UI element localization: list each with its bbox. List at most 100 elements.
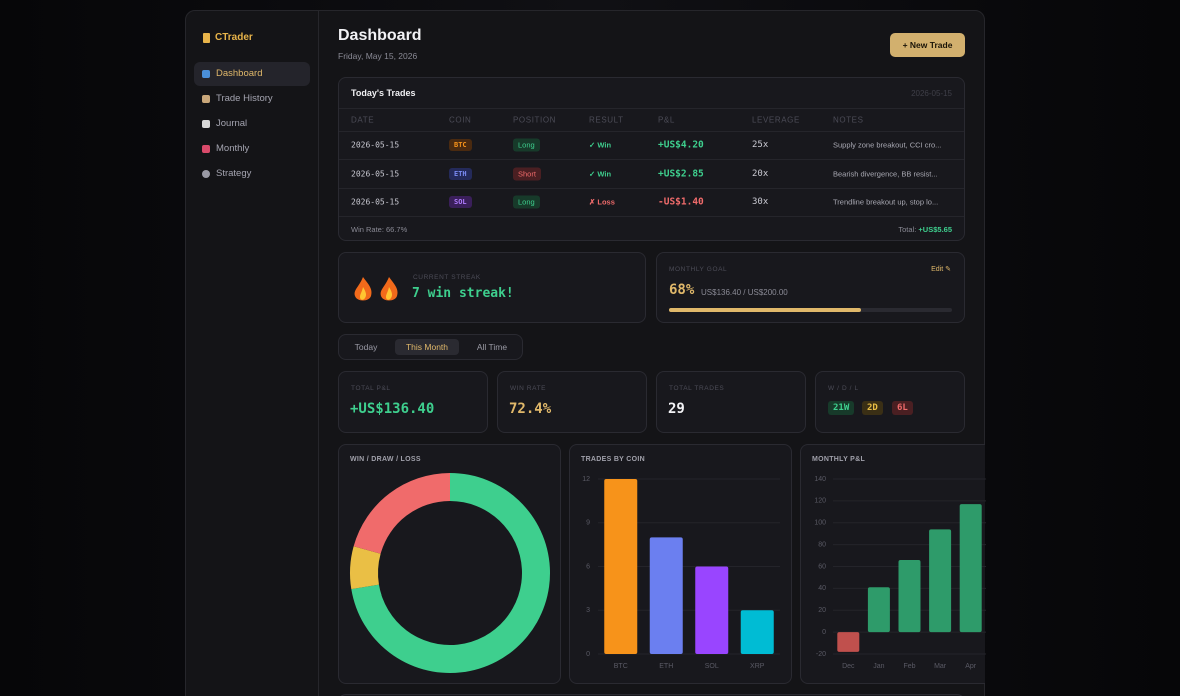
streak-label: CURRENT STREAK bbox=[413, 274, 481, 281]
divider bbox=[339, 131, 964, 132]
tab[interactable]: Today bbox=[354, 342, 378, 352]
stat-value: 29 bbox=[668, 401, 685, 417]
x-tick-label: BTC bbox=[614, 663, 628, 670]
streak-text: 7 win streak! bbox=[412, 286, 514, 301]
divider bbox=[339, 216, 964, 217]
y-tick-label: 9 bbox=[586, 520, 590, 527]
edit-goal[interactable]: Edit ✎ bbox=[931, 266, 951, 273]
stat-card: W / D / L 21W 2D 6L bbox=[815, 371, 965, 433]
total-value: +US$5.65 bbox=[918, 225, 952, 234]
table-cell: 25x bbox=[752, 140, 769, 150]
wdl-badge: 6L bbox=[892, 401, 913, 415]
stat-label: TOTAL P&L bbox=[351, 385, 391, 392]
bar bbox=[959, 504, 982, 633]
wdl-badge: 21W bbox=[828, 401, 855, 415]
y-tick-label: 0 bbox=[822, 629, 826, 636]
nav-item[interactable]: Dashboard bbox=[194, 62, 310, 86]
x-tick-label: Mar bbox=[934, 663, 947, 670]
goal-percent: 68% bbox=[669, 282, 695, 298]
table-cell: 2026-05-15 bbox=[351, 197, 400, 207]
total: Total: +US$5.65 bbox=[898, 225, 952, 234]
stat-value: +US$136.40 bbox=[350, 401, 435, 417]
table-cell: ✓ Win bbox=[589, 140, 612, 150]
nav-item[interactable]: Strategy bbox=[194, 162, 310, 186]
new-trade-button[interactable]: + New Trade bbox=[890, 33, 965, 57]
y-tick-label: 80 bbox=[818, 541, 826, 548]
table-cell: 2026-05-15 bbox=[351, 169, 400, 179]
table-cell: 2026-05-15 bbox=[351, 140, 400, 150]
goal-label: MONTHLY GOAL bbox=[669, 266, 728, 273]
y-tick-label: 120 bbox=[814, 498, 826, 505]
y-tick-label: 20 bbox=[818, 607, 826, 614]
x-tick-label: Dec bbox=[842, 663, 855, 670]
table-cell: Long bbox=[513, 195, 540, 209]
stat-card: TOTAL TRADES 29 bbox=[656, 371, 806, 433]
y-tick-label: 40 bbox=[818, 585, 826, 592]
stat-label: W / D / L bbox=[828, 385, 859, 392]
table-cell: Supply zone breakout, CCI cro... bbox=[833, 140, 942, 150]
win-rate: Win Rate: 66.7% bbox=[351, 225, 408, 234]
bar bbox=[929, 529, 952, 633]
chart-card: MONTHLY P&L -20 0 20 40 60 80 100 120 140 Dec Jan F… bbox=[800, 444, 986, 684]
bar bbox=[649, 537, 683, 654]
tab-active[interactable]: This Month bbox=[395, 339, 459, 355]
column-header: NOTES bbox=[833, 115, 864, 125]
nav-item[interactable]: Monthly bbox=[194, 137, 310, 161]
y-tick-label: 12 bbox=[582, 476, 590, 483]
tabs: Today This Month All Time bbox=[338, 334, 523, 360]
y-tick-label: 0 bbox=[586, 651, 590, 658]
bar-chart: -20 0 20 40 60 80 100 120 140 Dec Jan Feb Mar Apr bbox=[814, 476, 986, 670]
card-title: Today's Trades bbox=[351, 88, 416, 98]
column-header: POSITION bbox=[513, 115, 557, 125]
y-tick-label: 140 bbox=[814, 476, 826, 483]
brand: CTrader bbox=[215, 32, 253, 43]
divider bbox=[339, 108, 964, 109]
table-cell: Bearish divergence, BB resist... bbox=[833, 169, 938, 179]
donut-segment bbox=[353, 473, 450, 554]
card-date: 2026-05-15 bbox=[911, 89, 952, 98]
x-tick-label: Apr bbox=[965, 663, 977, 670]
tab[interactable]: All Time bbox=[476, 342, 508, 352]
nav-item[interactable]: Journal bbox=[194, 112, 310, 136]
column-header: RESULT bbox=[589, 115, 624, 125]
stat-card: WIN RATE 72.4% bbox=[497, 371, 647, 433]
trades-card: Today's Trades 2026-05-15 Win Rate: 66.7… bbox=[338, 77, 965, 241]
bar bbox=[837, 632, 860, 652]
bar bbox=[604, 479, 638, 654]
page-title: Dashboard bbox=[338, 27, 422, 44]
chart-card: WIN / DRAW / LOSS bbox=[338, 444, 561, 684]
nav-label: Strategy bbox=[216, 168, 252, 179]
table-cell: Short bbox=[513, 167, 541, 181]
x-tick-label: SOL bbox=[705, 663, 719, 670]
brand-icon bbox=[203, 33, 210, 43]
y-tick-label: 3 bbox=[586, 607, 590, 614]
nav-label: Journal bbox=[216, 118, 248, 129]
y-tick-label: 100 bbox=[814, 520, 826, 527]
table-cell: +US$4.20 bbox=[658, 139, 704, 151]
y-tick-label: -20 bbox=[816, 651, 826, 658]
stat-card: TOTAL P&L +US$136.40 bbox=[338, 371, 488, 433]
chart-title: TRADES BY COIN bbox=[581, 456, 645, 463]
nav-item[interactable]: Trade History bbox=[194, 87, 310, 111]
table-cell: ETH bbox=[449, 168, 472, 180]
chart-card: TRADES BY COIN 0 3 6 9 12 BTC ETH SOL XRP bbox=[569, 444, 792, 684]
table-cell: SOL bbox=[449, 196, 472, 208]
column-header: P&L bbox=[658, 115, 675, 125]
table-cell: ✗ Loss bbox=[589, 197, 615, 207]
divider bbox=[339, 188, 964, 189]
x-tick-label: ETH bbox=[659, 663, 673, 670]
progress-fill bbox=[669, 308, 862, 312]
column-header: DATE bbox=[351, 115, 375, 125]
goal-amount: US$136.40 / US$200.00 bbox=[701, 288, 788, 297]
stat-label: TOTAL TRADES bbox=[669, 385, 725, 392]
table-cell: BTC bbox=[449, 139, 472, 151]
column-header: COIN bbox=[449, 115, 472, 125]
nav-label: Trade History bbox=[216, 93, 273, 104]
sidebar: CTrader Dashboard Trade History Journal … bbox=[186, 11, 319, 696]
progress-track bbox=[669, 308, 952, 312]
divider bbox=[339, 159, 964, 160]
bar bbox=[695, 566, 729, 654]
table-cell: +US$2.85 bbox=[658, 168, 704, 180]
